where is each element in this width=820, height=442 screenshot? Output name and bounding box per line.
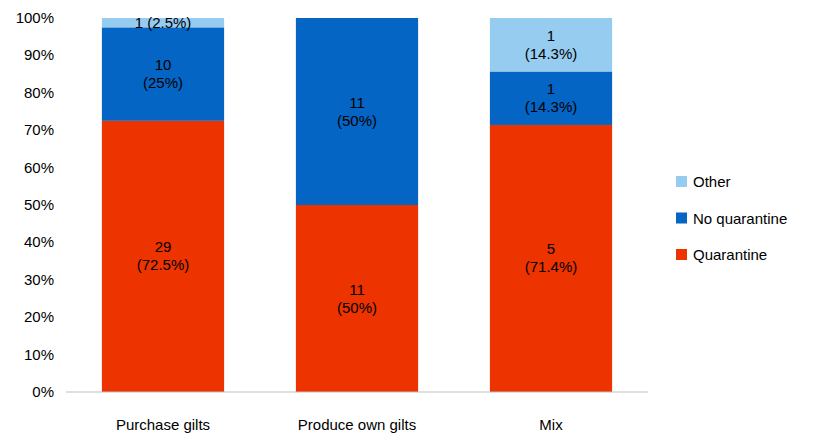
data-label: 1 (2.5%) bbox=[135, 14, 192, 31]
data-label: 11(50%) bbox=[337, 94, 377, 129]
bars bbox=[102, 18, 612, 392]
chart: 0% 10% 20% 30% 40% 50% 60% 70% 80% 90% 100% 29(72.5… bbox=[0, 0, 820, 442]
bar-segment bbox=[102, 27, 224, 121]
y-tick-label: 40% bbox=[24, 233, 54, 250]
legend-label: Quarantine bbox=[693, 246, 767, 263]
data-label: 5(71.4%) bbox=[525, 240, 578, 275]
x-tick-label: Produce own gilts bbox=[298, 416, 416, 433]
x-tick-label: Purchase gilts bbox=[116, 416, 210, 433]
bar-segment bbox=[296, 18, 418, 19]
y-tick-label: 0% bbox=[32, 383, 54, 400]
bar-segment bbox=[490, 125, 612, 392]
data-label: 11(50%) bbox=[337, 281, 377, 316]
y-tick-label: 70% bbox=[24, 121, 54, 138]
y-tick-label: 90% bbox=[24, 46, 54, 63]
data-label: 1(14.3%) bbox=[525, 27, 578, 62]
data-label: 29(72.5%) bbox=[137, 238, 190, 273]
bar-segment bbox=[296, 18, 418, 205]
bar-segment bbox=[296, 205, 418, 392]
data-labels: 29(72.5%) 10(25%) 1 (2.5%) 11(50%) 11(50%) 5(… bbox=[135, 14, 578, 316]
legend-swatch bbox=[676, 176, 687, 187]
data-label: 1(14.3%) bbox=[525, 80, 578, 115]
y-tick-label: 20% bbox=[24, 308, 54, 325]
bar-segment bbox=[490, 71, 612, 124]
x-axis bbox=[66, 392, 648, 393]
bar-segment bbox=[490, 18, 612, 71]
legend: Other No quarantine Quarantine bbox=[676, 173, 787, 263]
data-label: 10(25%) bbox=[143, 56, 183, 91]
legend-label: No quarantine bbox=[693, 210, 787, 227]
legend-swatch bbox=[676, 213, 687, 224]
y-tick-label: 50% bbox=[24, 196, 54, 213]
x-tick-label: Mix bbox=[539, 416, 563, 433]
y-tick-label: 30% bbox=[24, 271, 54, 288]
bar-segment bbox=[102, 121, 224, 392]
y-tick-label: 100% bbox=[16, 9, 54, 26]
y-tick-label: 80% bbox=[24, 84, 54, 101]
y-tick-label: 60% bbox=[24, 159, 54, 176]
y-tick-label: 10% bbox=[24, 346, 54, 363]
legend-label: Other bbox=[693, 173, 731, 190]
legend-swatch bbox=[676, 249, 687, 260]
